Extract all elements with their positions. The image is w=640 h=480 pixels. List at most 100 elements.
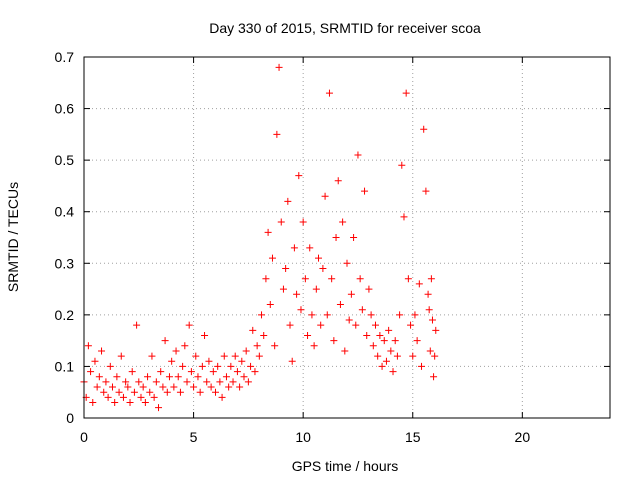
data-points-layer: [80, 63, 440, 412]
data-point: [161, 337, 169, 345]
data-point: [122, 378, 130, 386]
data-point: [393, 352, 401, 360]
data-point: [356, 275, 364, 283]
data-point: [203, 378, 211, 386]
data-point: [163, 388, 171, 396]
data-point: [183, 378, 191, 386]
data-point: [310, 342, 318, 350]
data-point: [119, 393, 127, 401]
data-point: [315, 254, 323, 262]
x-tick-label: 10: [295, 429, 311, 445]
data-point: [124, 383, 132, 391]
data-point: [385, 326, 393, 334]
data-point: [325, 89, 333, 97]
data-point: [431, 352, 439, 360]
y-tick-label: 0.1: [55, 358, 75, 374]
data-point: [358, 306, 366, 314]
data-point: [212, 388, 219, 396]
data-point: [222, 373, 230, 381]
data-point: [190, 383, 198, 391]
x-tick-label: 5: [190, 429, 198, 445]
y-tick-label: 0.7: [55, 49, 75, 65]
data-point: [304, 331, 312, 339]
data-point: [371, 321, 379, 329]
data-point: [378, 362, 386, 370]
data-point: [113, 373, 121, 381]
data-point: [409, 352, 417, 360]
data-point: [106, 362, 114, 370]
data-point: [111, 399, 119, 407]
data-point: [258, 311, 266, 319]
data-point: [352, 321, 360, 329]
x-tick-label: 20: [515, 429, 531, 445]
y-tick-label: 0.2: [55, 307, 75, 323]
y-tick-label: 0.5: [55, 152, 75, 168]
data-point: [365, 285, 373, 293]
data-point: [345, 316, 353, 324]
data-point: [422, 187, 430, 195]
data-point: [238, 357, 246, 365]
data-point: [306, 244, 314, 252]
data-point: [196, 388, 204, 396]
y-tick-label: 0: [66, 410, 74, 426]
data-point: [229, 378, 237, 386]
data-point: [187, 368, 195, 376]
data-point: [98, 347, 106, 355]
data-point: [279, 285, 287, 293]
data-point: [367, 311, 375, 319]
data-point: [350, 234, 358, 241]
data-point: [251, 368, 259, 376]
data-point: [117, 352, 125, 360]
data-point: [168, 357, 176, 365]
data-point: [284, 197, 292, 205]
data-point: [236, 383, 244, 391]
data-point: [321, 192, 329, 200]
data-point: [323, 311, 331, 319]
data-point: [432, 326, 440, 334]
data-point: [91, 357, 99, 365]
data-point: [273, 130, 281, 138]
data-point: [336, 301, 344, 309]
data-point: [330, 337, 338, 345]
ticks-layer: 0 0.1 0.2 0.3 0.4 0.5 0.6 0.7 0 5 10 15 20: [55, 49, 610, 445]
data-point: [374, 352, 382, 360]
data-point: [413, 337, 421, 345]
data-point: [233, 368, 241, 376]
data-point: [328, 275, 336, 283]
data-point: [205, 357, 213, 365]
data-point: [102, 378, 110, 386]
data-point: [144, 373, 152, 381]
data-point: [179, 362, 187, 370]
data-point: [159, 383, 167, 391]
data-point: [426, 347, 434, 355]
data-point: [407, 321, 415, 329]
data-point: [382, 357, 390, 365]
x-axis-label: GPS time / hours: [292, 458, 399, 474]
data-point: [165, 373, 173, 381]
data-point: [84, 342, 92, 350]
data-point: [220, 352, 228, 360]
data-point: [130, 388, 138, 396]
data-point: [312, 285, 320, 293]
data-point: [411, 311, 419, 319]
data-point: [308, 311, 316, 319]
data-point: [174, 373, 182, 381]
data-point: [89, 399, 97, 407]
data-point: [404, 275, 412, 283]
y-tick-label: 0.6: [55, 101, 75, 117]
data-point: [347, 290, 355, 298]
grid-layer: [84, 57, 610, 418]
chart-title: Day 330 of 2015, SRMTID for receiver sco…: [209, 20, 481, 36]
data-point: [126, 399, 134, 407]
y-tick-label: 0.3: [55, 255, 75, 271]
data-point: [295, 172, 303, 180]
data-point: [152, 378, 160, 386]
data-point: [225, 383, 233, 391]
data-point: [172, 347, 180, 355]
data-point: [369, 342, 377, 350]
data-point: [198, 362, 206, 370]
data-point: [334, 177, 342, 185]
data-point: [380, 337, 388, 345]
data-point: [218, 393, 226, 401]
data-point: [430, 373, 438, 381]
